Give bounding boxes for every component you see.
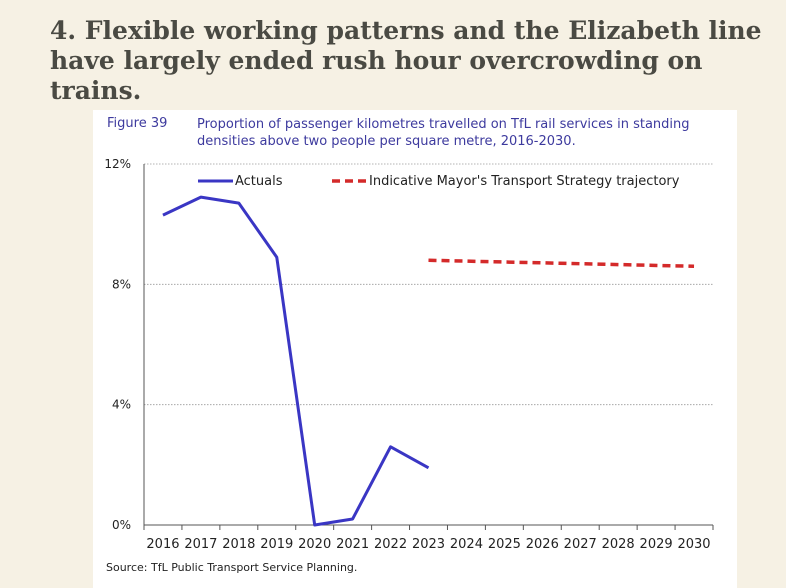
x-tick-label: 2029 — [640, 537, 673, 552]
x-tick-label: 2026 — [526, 537, 559, 552]
legend-trajectory-label: Indicative Mayor's Transport Strategy tr… — [369, 174, 680, 189]
x-tick-label: 2019 — [260, 537, 293, 552]
x-tick-label: 2027 — [564, 537, 597, 552]
x-tick-label: 2016 — [146, 537, 179, 552]
x-tick-label: 2021 — [336, 537, 369, 552]
source-note: Source: TfL Public Transport Service Pla… — [106, 561, 358, 574]
x-tick-label: 2024 — [450, 537, 483, 552]
y-tick-label: 8% — [112, 277, 131, 291]
x-tick-label: 2025 — [488, 537, 521, 552]
y-tick-label: 4% — [112, 398, 131, 412]
x-tick-label: 2030 — [677, 537, 710, 552]
x-tick-label: 2022 — [374, 537, 407, 552]
x-tick-label: 2017 — [184, 537, 217, 552]
trajectory-line — [428, 258, 695, 269]
x-tick-label: 2028 — [602, 537, 635, 552]
x-tick-label: 2020 — [298, 537, 331, 552]
actuals-line — [162, 195, 430, 527]
y-tick-label: 12% — [104, 157, 131, 171]
figure-label: Figure 39 — [107, 116, 168, 131]
legend-actuals-label: Actuals — [235, 174, 283, 189]
page-headline: 4. Flexible working patterns and the Eli… — [50, 16, 762, 105]
figure-title: Proportion of passenger kilometres trave… — [197, 117, 690, 149]
x-tick-label: 2018 — [222, 537, 255, 552]
figure-card — [93, 110, 737, 588]
y-tick-label: 0% — [112, 518, 131, 532]
x-tick-label: 2023 — [412, 537, 445, 552]
